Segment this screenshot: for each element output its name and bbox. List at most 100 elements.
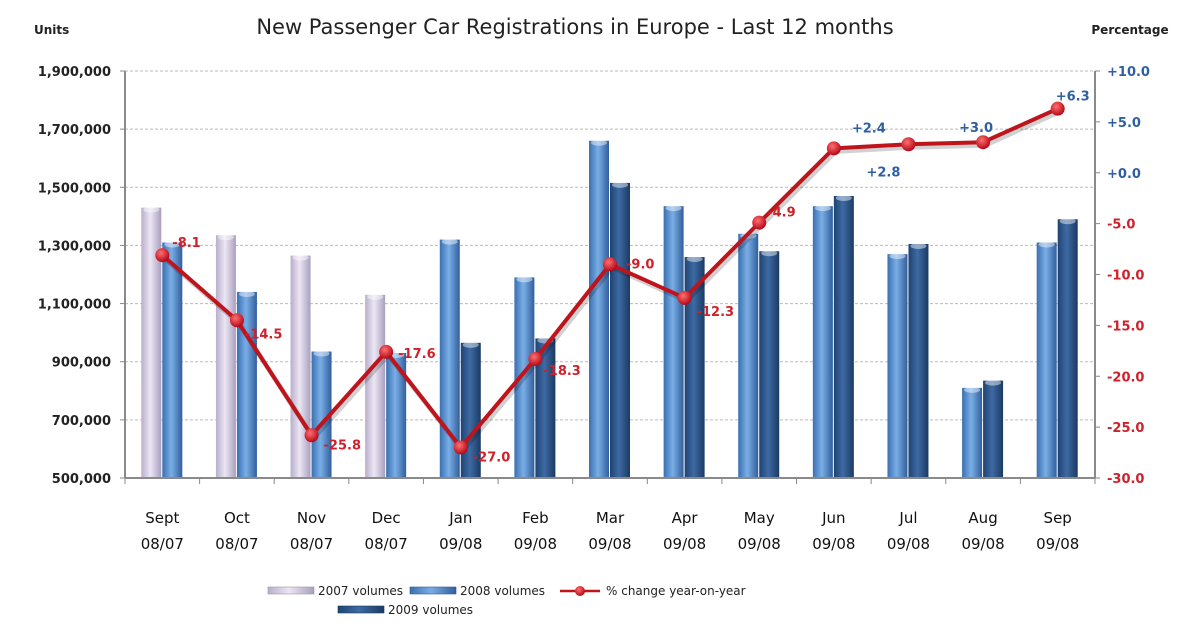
bar-2008-cap [516,276,533,283]
legend-label-2009: 2009 volumes [388,603,473,617]
y2-axis-title: Percentage [1091,23,1168,37]
x-tick-label-month: Apr [672,509,699,527]
pct-marker [155,248,170,263]
bar-2008 [1036,242,1057,478]
pct-data-label: -14.5 [245,327,282,342]
bar-2009-cap [612,181,628,188]
y2-tick-label: -10.0 [1107,269,1144,284]
legend-item-2007: 2007 volumes [267,584,403,598]
legend-swatch-2007 [267,586,315,595]
legend-item-2008: 2008 volumes [409,584,545,598]
bar-2008-cap [238,290,255,297]
bar-2007-cap [143,206,160,213]
bar-2009 [983,380,1004,478]
x-tick-label-period: 09/08 [961,535,1004,553]
x-tick-label-period: 08/07 [365,535,408,553]
pct-data-label: -4.9 [767,206,795,221]
y-tick-label: 500,000 [52,472,111,487]
bar-2009-cap [1059,218,1076,225]
bar-2008 [311,351,332,478]
x-tick-label-period: 09/08 [439,535,482,553]
pct-data-label: +3.0 [959,121,993,136]
y2-axis-ticks: -30.0 -25.0 -20.0 -15.0 -10.0 -5.0 +0.0 +5.0 +10… [1095,65,1150,487]
pct-change-line [155,101,1065,455]
bar-2008 [439,239,460,478]
bar-2009-cap [686,256,703,263]
y2-tick-label: -15.0 [1107,319,1144,334]
pct-data-label: -18.3 [543,364,580,379]
x-tick-label-month: Sept [145,509,179,527]
pct-data-label: -9.0 [626,257,654,272]
x-tick-label-month: Jun [821,509,845,527]
bar-2007 [215,235,236,478]
x-tick-label-period: 08/07 [290,535,333,553]
pct-data-label: +6.3 [1056,90,1090,105]
bar-2008-cap [441,238,458,245]
legend: 2007 volumes 2008 volumes % change year-… [267,584,746,617]
x-tick-label-month: Oct [224,509,250,527]
bar-2007-cap [367,293,384,300]
legend-swatch-2009 [337,605,385,614]
bar-2008 [162,242,183,478]
bar-2009 [759,251,780,478]
pct-data-label: -8.1 [172,236,200,251]
legend-item-2009: 2009 volumes [337,603,473,617]
pct-marker [304,428,319,443]
bar-2008 [962,387,983,478]
y-tick-label: 1,500,000 [38,181,111,196]
y-tick-label: 1,900,000 [38,65,111,80]
x-tick-label-period: 08/07 [141,535,184,553]
axes [124,71,1096,484]
y-tick-label: 1,300,000 [38,239,111,254]
x-tick-label-month: Aug [968,509,997,527]
bar-2009 [610,182,630,479]
bar-2009 [833,196,854,478]
bar-2008-cap [1038,241,1055,248]
x-tick-label-period: 09/08 [514,535,557,553]
x-tick-label-period: 09/08 [663,535,706,553]
bar-2009-cap [985,379,1002,386]
y-tick-label: 1,700,000 [38,123,111,138]
bar-2008-cap [665,205,682,212]
data-labels: -8.1 -14.5 -25.8 -17.6 -27.0 -18.3 -9.0 -12.3 -4… [172,90,1089,466]
bar-2008 [589,140,609,478]
y2-tick-label: -20.0 [1107,370,1144,385]
x-tick-label-period: 09/08 [588,535,631,553]
y2-tick-label: -5.0 [1107,218,1135,233]
bars [141,139,1078,479]
x-tick-label-month: May [744,509,775,527]
pct-marker [976,135,991,150]
bar-2008-cap [814,205,831,212]
pct-marker [901,137,916,152]
bar-2008 [663,206,684,479]
bar-2008 [887,254,908,478]
pct-marker [677,290,692,305]
pct-marker [229,313,244,328]
y-tick-label: 900,000 [52,356,111,371]
bar-2007-cap [292,254,309,261]
x-tick-label-period: 08/07 [215,535,258,553]
bar-2008 [738,233,759,478]
bar-2009-cap [761,250,778,257]
x-tick-label-month: Mar [596,509,625,527]
legend-label-2008: 2008 volumes [460,584,545,598]
bar-2008 [386,352,407,478]
pct-marker [379,344,394,359]
bar-2009 [1057,219,1078,478]
bar-2008 [812,206,833,479]
pct-data-label: -12.3 [697,305,734,320]
bar-2007 [290,255,311,478]
pct-data-label: -17.6 [398,347,435,362]
x-tick-label-month: Jul [898,509,917,527]
legend-item-pct: % change year-on-year [560,584,746,598]
x-tick-label-month: Jan [448,509,472,527]
pct-marker [453,440,468,455]
y2-tick-label: -30.0 [1107,472,1144,487]
bar-2009-cap [462,341,479,348]
x-tick-label-period: 09/08 [1036,535,1079,553]
x-tick-label-month: Feb [522,509,549,527]
pct-marker [603,257,617,272]
x-tick-label-month: Nov [297,509,326,527]
legend-swatch-2008 [409,586,457,595]
